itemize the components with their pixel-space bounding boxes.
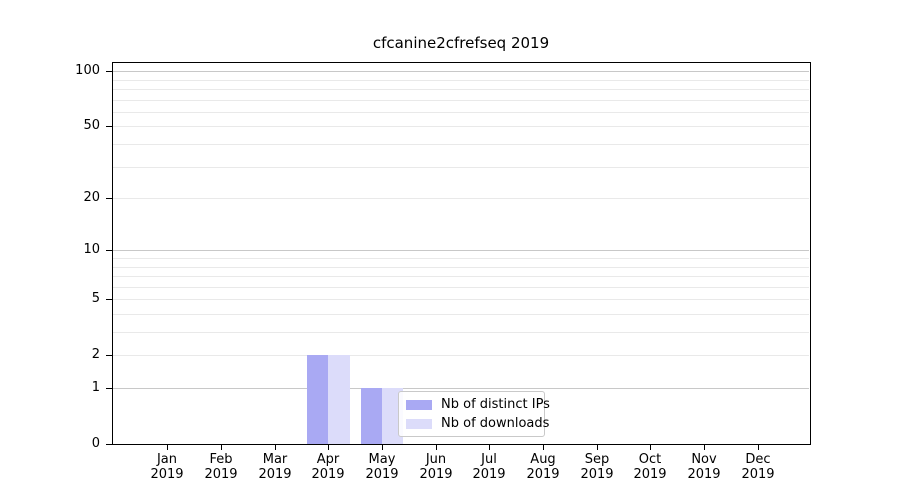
- x-tick-label: Aug 2019: [515, 452, 571, 482]
- x-tick-label: Jan 2019: [139, 452, 195, 482]
- y-minor-gridline: [113, 89, 809, 90]
- x-tick-label: May 2019: [354, 452, 410, 482]
- x-tick-mark: [758, 444, 759, 450]
- y-tick-label: 50: [83, 118, 100, 133]
- y-major-gridline: [113, 388, 809, 389]
- x-tick-label: Mar 2019: [247, 452, 303, 482]
- y-major-gridline: [113, 250, 809, 251]
- y-tick-label: 20: [83, 190, 100, 205]
- x-tick-mark: [221, 444, 222, 450]
- y-tick-mark: [106, 250, 112, 251]
- y-tick-label: 1: [91, 380, 100, 395]
- y-tick-label: 5: [91, 291, 100, 306]
- y-minor-gridline: [113, 112, 809, 113]
- x-tick-month: Apr: [316, 452, 340, 467]
- legend-label-distinct-ips: Nb of distinct IPs: [441, 397, 550, 412]
- y-minor-gridline: [113, 314, 809, 315]
- y-major-gridline: [113, 71, 809, 72]
- x-tick-mark: [650, 444, 651, 450]
- x-tick-mark: [167, 444, 168, 450]
- x-tick-label: Sep 2019: [569, 452, 625, 482]
- x-tick-mark: [704, 444, 705, 450]
- x-tick-mark: [328, 444, 329, 450]
- x-tick-label: Apr 2019: [300, 452, 356, 482]
- x-tick-year: 2019: [687, 467, 721, 482]
- x-tick-mark: [275, 444, 276, 450]
- legend-swatch-distinct-ips-icon: [406, 399, 432, 410]
- bar-distinct-ips-may: [360, 388, 382, 444]
- x-tick-mark: [436, 444, 437, 450]
- x-tick-year: 2019: [472, 467, 506, 482]
- y-tick-label: 10: [83, 242, 100, 257]
- y-minor-gridline: [113, 332, 809, 333]
- bar-downloads-apr: [328, 355, 350, 444]
- x-tick-year: 2019: [150, 467, 184, 482]
- y-minor-gridline: [113, 144, 809, 145]
- legend-item-distinct-ips: Nb of distinct IPs: [406, 397, 550, 412]
- y-minor-gridline: [113, 276, 809, 277]
- x-tick-month: Nov: [691, 452, 717, 467]
- y-tick-label: 0: [91, 436, 100, 451]
- x-tick-year: 2019: [580, 467, 614, 482]
- legend: Nb of distinct IPs Nb of downloads: [398, 391, 550, 437]
- x-tick-label: Oct 2019: [622, 452, 678, 482]
- y-tick-mark: [106, 444, 112, 445]
- x-tick-month: May: [368, 452, 396, 467]
- y-tick-mark: [106, 126, 112, 127]
- y-minor-gridline: [113, 355, 809, 356]
- y-tick-mark: [106, 299, 112, 300]
- x-tick-month: Feb: [209, 452, 233, 467]
- bar-distinct-ips-apr: [306, 355, 329, 444]
- legend-swatch-downloads-icon: [406, 418, 432, 429]
- x-tick-mark: [597, 444, 598, 450]
- x-tick-month: Jul: [481, 452, 497, 467]
- x-tick-year: 2019: [311, 467, 345, 482]
- legend-label-downloads: Nb of downloads: [441, 416, 550, 431]
- x-tick-year: 2019: [419, 467, 453, 482]
- y-tick-mark: [106, 198, 112, 199]
- x-tick-year: 2019: [204, 467, 238, 482]
- x-tick-month: Oct: [638, 452, 662, 467]
- legend-item-downloads: Nb of downloads: [406, 416, 549, 431]
- x-tick-month: Aug: [530, 452, 556, 467]
- y-tick-label: 2: [91, 347, 100, 362]
- x-tick-label: Nov 2019: [676, 452, 732, 482]
- y-minor-gridline: [113, 198, 809, 199]
- x-tick-label: Feb 2019: [193, 452, 249, 482]
- x-tick-year: 2019: [526, 467, 560, 482]
- y-minor-gridline: [113, 80, 809, 81]
- y-minor-gridline: [113, 287, 809, 288]
- y-minor-gridline: [113, 126, 809, 127]
- x-tick-year: 2019: [633, 467, 667, 482]
- x-tick-year: 2019: [258, 467, 292, 482]
- x-tick-month: Sep: [584, 452, 610, 467]
- y-tick-mark: [106, 71, 112, 72]
- y-tick-mark: [106, 388, 112, 389]
- y-minor-gridline: [113, 258, 809, 259]
- y-minor-gridline: [113, 267, 809, 268]
- y-minor-gridline: [113, 167, 809, 168]
- x-tick-label: Jul 2019: [461, 452, 517, 482]
- x-tick-label: Jun 2019: [408, 452, 464, 482]
- y-tick-mark: [106, 355, 112, 356]
- x-tick-year: 2019: [365, 467, 399, 482]
- x-tick-month: Jun: [425, 452, 447, 467]
- y-tick-label: 100: [75, 63, 100, 78]
- x-tick-mark: [489, 444, 490, 450]
- x-tick-year: 2019: [741, 467, 775, 482]
- x-tick-month: Jan: [156, 452, 178, 467]
- x-tick-mark: [543, 444, 544, 450]
- x-tick-month: Dec: [745, 452, 771, 467]
- y-minor-gridline: [113, 100, 809, 101]
- x-tick-mark: [382, 444, 383, 450]
- x-tick-label: Dec 2019: [730, 452, 786, 482]
- chart-title: cfcanine2cfrefseq 2019: [372, 34, 550, 52]
- y-minor-gridline: [113, 299, 809, 300]
- x-tick-month: Mar: [262, 452, 288, 467]
